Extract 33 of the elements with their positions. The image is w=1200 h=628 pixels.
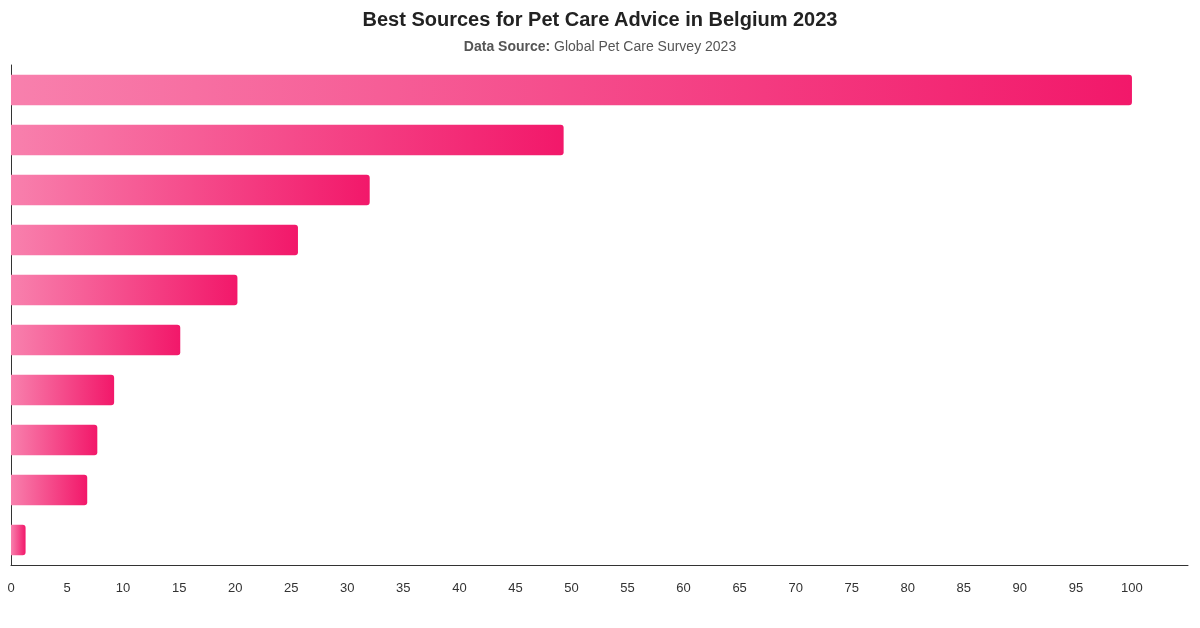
x-tick-label: 15 [171, 580, 187, 595]
x-tick-label: 90 [1012, 580, 1028, 595]
x-tick-label: 75 [844, 580, 859, 595]
x-tick-label: 40 [452, 580, 467, 595]
bar [11, 474, 88, 506]
x-tick-label: 55 [620, 580, 635, 595]
x-tick-label: 70 [788, 580, 803, 595]
x-tick-label: 85 [956, 580, 972, 595]
bar [11, 524, 26, 556]
chart-subtitle: Data Source: Global Pet Care Survey 2023 [463, 38, 737, 54]
x-tick-label: 10 [115, 580, 131, 595]
bar [11, 424, 98, 456]
bar [11, 224, 298, 256]
bar [11, 174, 370, 206]
x-tick-label: 30 [340, 580, 355, 595]
bar [11, 74, 1132, 106]
x-tick-label: 60 [676, 580, 691, 595]
x-tick-label: 0 [7, 580, 15, 595]
x-tick-label: 80 [900, 580, 915, 595]
bar [11, 374, 115, 406]
x-tick-label: 50 [564, 580, 579, 595]
bar [11, 324, 181, 356]
bar [11, 124, 564, 156]
x-tick-label: 95 [1068, 580, 1084, 595]
x-tick-label: 20 [227, 580, 243, 595]
x-tick-label: 5 [63, 580, 71, 595]
x-tick-label: 65 [732, 580, 747, 595]
x-tick-label: 45 [508, 580, 523, 595]
bar [11, 274, 238, 306]
x-tick-label: 100 [1121, 580, 1143, 595]
chart-title: Best Sources for Pet Care Advice in Belgium 2023 [362, 8, 838, 30]
x-tick-label: 35 [396, 580, 411, 595]
x-tick-label: 25 [284, 580, 299, 595]
